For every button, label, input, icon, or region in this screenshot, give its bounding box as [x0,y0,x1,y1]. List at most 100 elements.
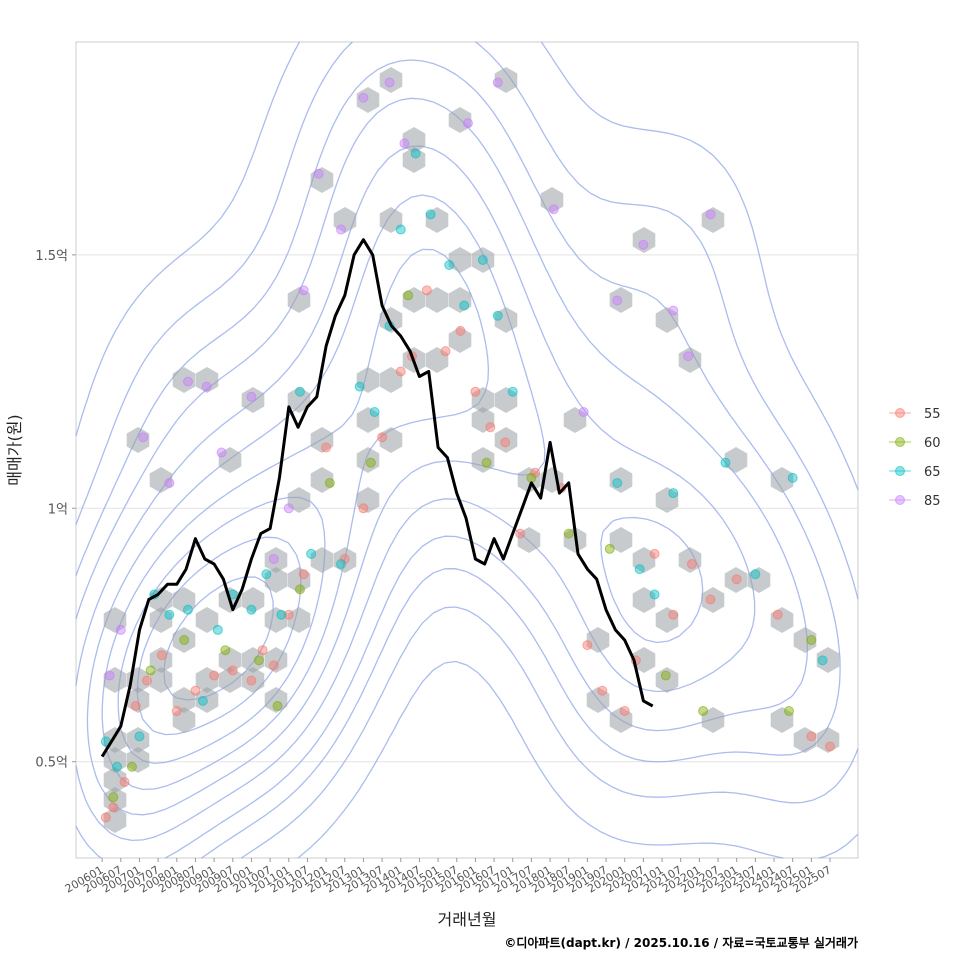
hexbin-cell [379,207,403,233]
y-tick-label: 1억 [48,502,68,517]
hexbin-cell [218,447,242,473]
point-55 [500,437,511,448]
point-60 [806,635,817,646]
hexbin-cell [149,667,173,693]
hexbin-cell [770,467,794,493]
point-85 [164,477,175,488]
point-55 [470,386,481,397]
point-85 [182,376,193,387]
point-55 [421,285,432,296]
point-85 [138,432,149,443]
point-55 [358,503,369,514]
hexbin-cell [655,487,679,513]
point-65 [507,386,518,397]
point-85 [298,285,309,296]
hexbin-cell [333,207,357,233]
point-55 [619,706,630,717]
hexbin-cell [747,567,771,593]
hexbin-cell [103,607,127,633]
point-65 [750,569,761,580]
hexbin-cell [609,707,633,733]
point-55 [377,432,388,443]
hexbin-cell [195,607,219,633]
point-55 [731,574,742,585]
point-60 [526,472,537,483]
hexbin-cell [563,407,587,433]
moving-average-line [100,238,654,758]
point-65 [634,564,645,575]
point-55 [339,553,350,564]
point-60 [253,655,264,666]
point-55 [190,685,201,696]
hexbin-cell [218,667,242,693]
point-65 [787,472,798,483]
hexbin-cell [241,587,265,613]
hexbin-cell [310,167,334,193]
hexbin-cell [793,727,817,753]
legend-key-dot-85 [895,495,905,505]
hexbin-cell [149,607,173,633]
point-60 [403,290,414,301]
point-60 [179,635,190,646]
hexbin-cell [494,387,518,413]
point-65 [492,310,503,321]
hexbin-cell [701,207,725,233]
point-85 [104,670,115,681]
point-55 [530,467,541,478]
hexbin-cell [724,447,748,473]
hexbin-cell [126,427,150,453]
hexbin-cell [264,647,288,673]
hexbin-cell [402,287,426,313]
point-65 [425,209,436,220]
point-55 [825,741,836,752]
point-55 [597,685,608,696]
point-55 [246,675,257,686]
hexbin-cell [402,147,426,173]
x-axis-title: 거래년월 [438,910,497,929]
point-55 [283,609,294,620]
hexbin-cell [632,587,656,613]
density-contours [75,41,859,859]
point-85 [358,92,369,103]
point-85 [246,391,257,402]
x-axis-ticks: 2006012006072007012007072008012008072009… [63,858,834,896]
hexbin-cell [632,647,656,673]
hexbin-cell [701,587,725,613]
hexbin-cell [241,387,265,413]
hexbin-cell [770,607,794,633]
hexbin-cell [172,707,196,733]
hexbin-cell [448,107,472,133]
point-55 [649,548,660,559]
point-65 [410,148,421,159]
y-axis-title: 매매가(원) [5,414,24,485]
point-55 [772,609,783,620]
hexbin-cell [103,747,127,773]
hexbin-cell [379,427,403,453]
hexbin-cell [172,587,196,613]
legend-key-dot-55 [895,408,905,418]
hexbin-cell [655,307,679,333]
point-55 [100,812,111,823]
point-65 [246,604,257,615]
point-65 [336,559,347,570]
point-85 [115,624,126,635]
point-55 [705,594,716,605]
point-65 [612,477,623,488]
hexbin-cell [333,547,357,573]
point-85 [638,239,649,250]
point-85 [612,295,623,306]
point-55 [440,346,451,357]
point-85 [384,77,395,88]
point-85 [492,77,503,88]
point-60 [481,457,492,468]
legend-key-dot-60 [895,437,905,447]
hexbin-cell [448,247,472,273]
point-65 [369,406,380,417]
legend-label: 65 [924,465,941,480]
hexbin-cell [586,687,610,713]
point-55 [130,700,141,711]
point-60 [220,645,231,656]
hexbin-cell [103,767,127,793]
legend-key-dot-65 [895,466,905,476]
